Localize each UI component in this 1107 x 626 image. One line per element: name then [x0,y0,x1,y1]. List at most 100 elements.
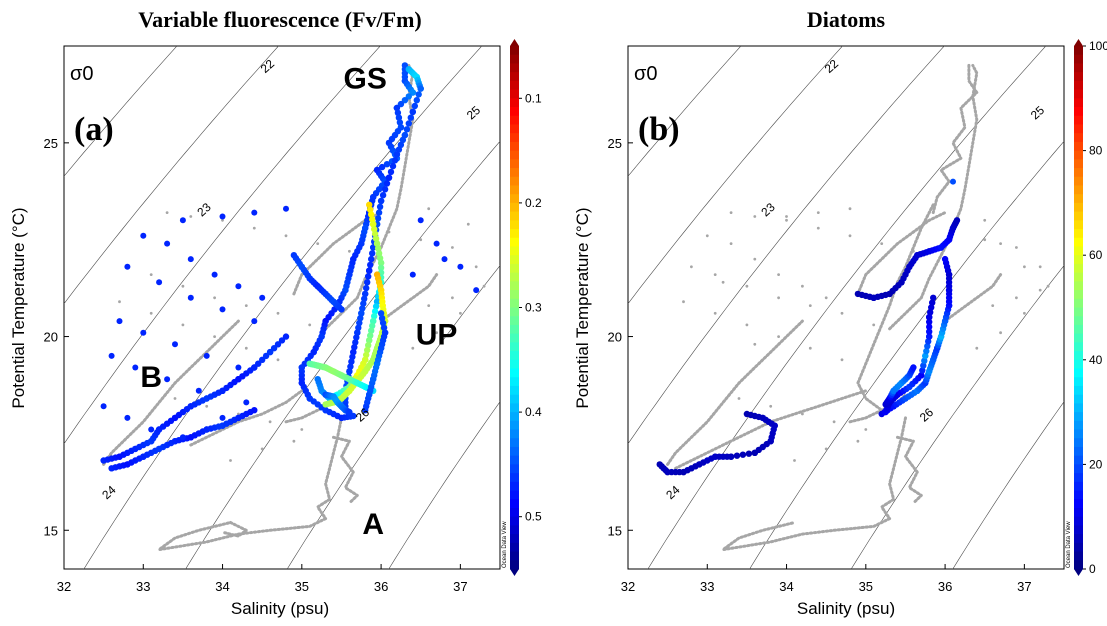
colorbar-segment [1074,298,1083,308]
background-point [777,335,780,338]
x-tick-label: 36 [938,579,952,594]
data-point [391,157,399,164]
data-point [372,235,380,242]
colorbar-segment [1074,307,1083,317]
data-point [367,206,374,213]
panel-a: Variable fluorescence (Fv/Fm) 2223242526… [9,7,542,618]
colorbar-segment [510,403,519,413]
data-point [108,352,115,359]
colorbar-segment [510,534,519,544]
isopycnal-line [64,46,381,445]
colorbar-segment [510,185,519,195]
data-point [365,273,372,280]
background-point [244,346,248,350]
colorbar-segment [510,429,519,439]
data-point [376,203,384,210]
data-point [179,217,186,224]
colorbar-segment [1074,89,1083,99]
data-point [377,197,385,205]
colorbar-segment [1074,551,1083,561]
background-point [880,242,884,246]
data-point [350,348,357,356]
colorbar-segment [1074,46,1083,56]
data-point [950,178,956,185]
data-point [187,294,194,301]
data-point [924,343,931,350]
isopycnal-line [850,265,1064,569]
data-point [409,89,416,96]
colorbar-segment [510,290,519,300]
colorbar-segment [510,237,519,247]
colorbar-segment [510,141,519,152]
panel-letter: (a) [74,111,114,148]
background-point [419,238,423,242]
data-point [473,287,480,294]
data-point [377,259,385,267]
data-point [351,344,358,351]
colorbar-segment [1074,185,1083,195]
colorbar-segment [510,307,519,317]
colorbar-max-arrow [510,39,519,46]
colorbar-segment [510,298,519,308]
y-axis-label: Potential Temperature (°C) [573,207,592,408]
data-point [100,403,107,410]
data-point [920,362,927,369]
background-point [721,280,725,284]
background-track [324,63,415,331]
data-point [363,351,370,359]
colorbar-segment [1074,168,1083,178]
background-point [840,311,844,315]
colorbar-segment [1074,525,1083,535]
background-point [983,218,987,222]
data-point [415,91,422,98]
background-track [856,203,935,412]
background-point [451,296,454,300]
data-point [353,334,360,341]
data-point [910,364,917,371]
colorbar-segment [510,481,519,492]
data-point [372,303,380,310]
background-point [848,234,852,238]
data-point [403,126,411,133]
colorbar-segment [510,159,519,169]
colorbar-segment [510,490,519,500]
y-axis-ticks: 15 20 25 [44,136,69,538]
background-point [777,296,780,300]
data-point [927,309,934,316]
x-tick-label: 36 [374,579,388,594]
colorbar-segment [1074,107,1083,117]
y-axis-label: Potential Temperature (°C) [9,207,28,408]
colorbar-tick-label: 0.2 [525,196,542,210]
background-point [451,246,454,249]
background-point [816,211,820,215]
background-point [316,242,320,246]
colorbar-segment [1074,429,1083,439]
background-track [379,273,439,323]
data-point [928,304,935,311]
sigma-label: σ0 [634,63,657,85]
credit-text: Ocean Data View [502,521,508,568]
colorbar-segment [510,464,519,474]
background-point [165,211,169,215]
region-labels: GS UP B A [140,63,457,541]
colorbar-segment [510,263,519,274]
data-point [926,323,933,331]
x-tick-label: 35 [295,579,309,594]
data-point [371,230,379,238]
background-point [753,257,757,261]
background-point [221,218,224,222]
data-point [179,434,186,441]
colorbar-segment [1074,499,1083,509]
data-point [381,329,389,336]
data-point [364,346,371,354]
colorbar-segment [510,133,519,143]
background-point [816,226,820,230]
colorbar-segment [1074,359,1083,370]
background-point [387,230,391,234]
colorbar-segment [1074,420,1083,431]
colorbar-segment [510,281,519,291]
colorbar-segment [510,176,519,186]
colorbar-segment [510,359,519,370]
x-tick-label: 37 [453,579,467,594]
background-point [856,439,860,443]
